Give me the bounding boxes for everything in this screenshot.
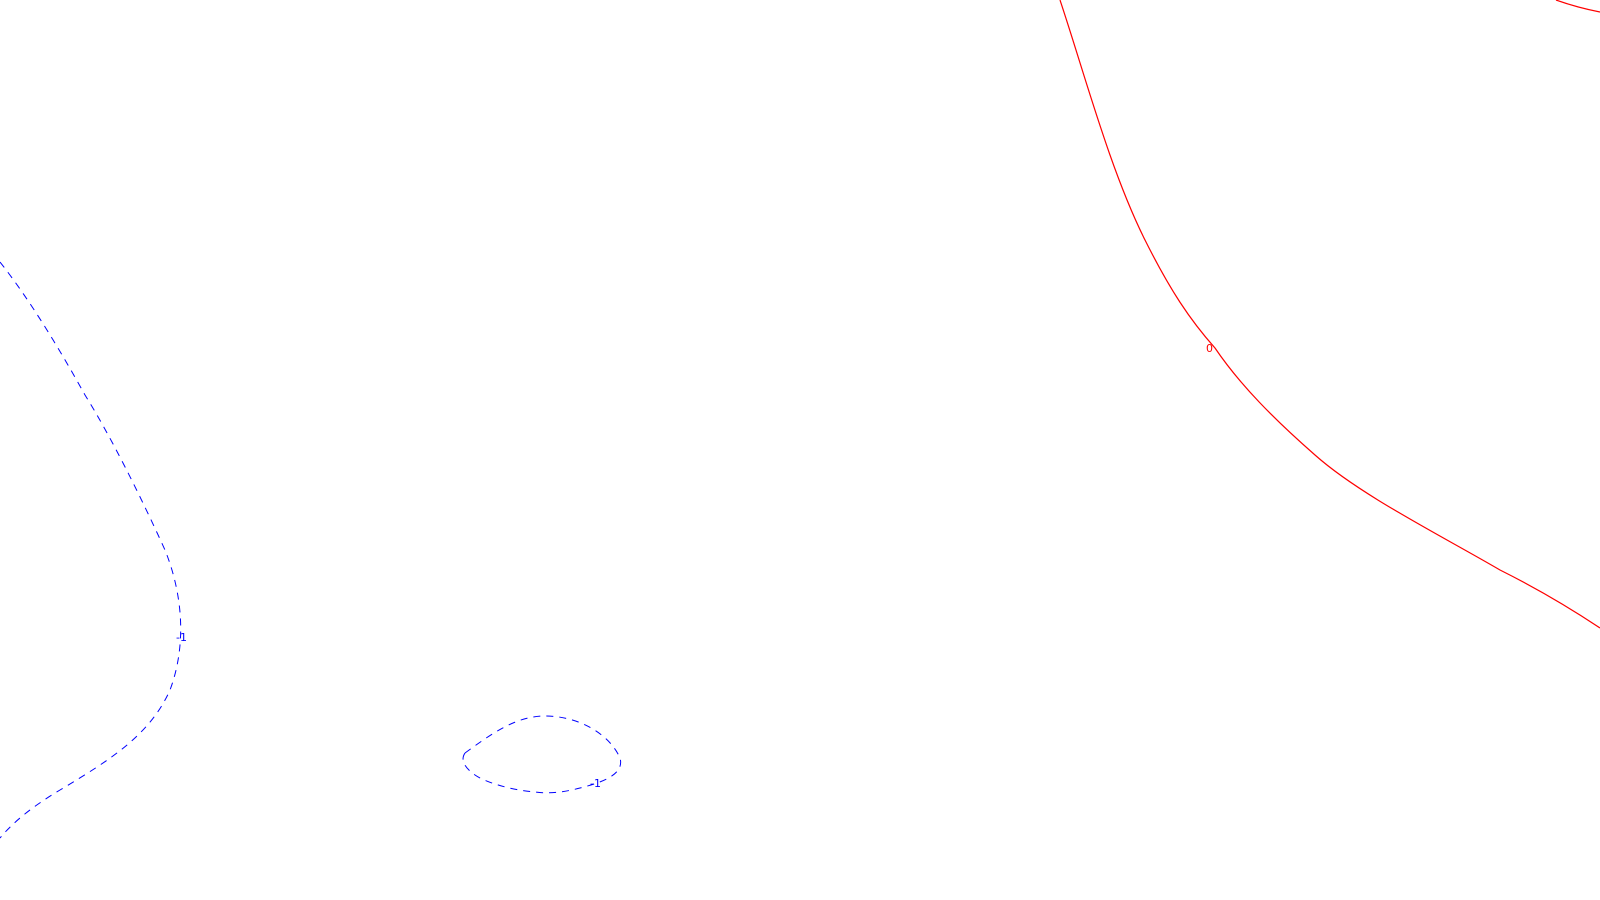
contour-label-neg-south-loop: -1 [590, 777, 601, 790]
contour-line-neg-south-loop [462, 715, 622, 794]
contour-line-zero-northeast [1555, 0, 1600, 13]
contour-label-neg-west: -1 [176, 631, 187, 644]
contour-label-zero-east: 0 [1206, 342, 1213, 355]
contour-line-zero-east [1059, 0, 1600, 629]
contour-line-neg-west [0, 261, 182, 839]
